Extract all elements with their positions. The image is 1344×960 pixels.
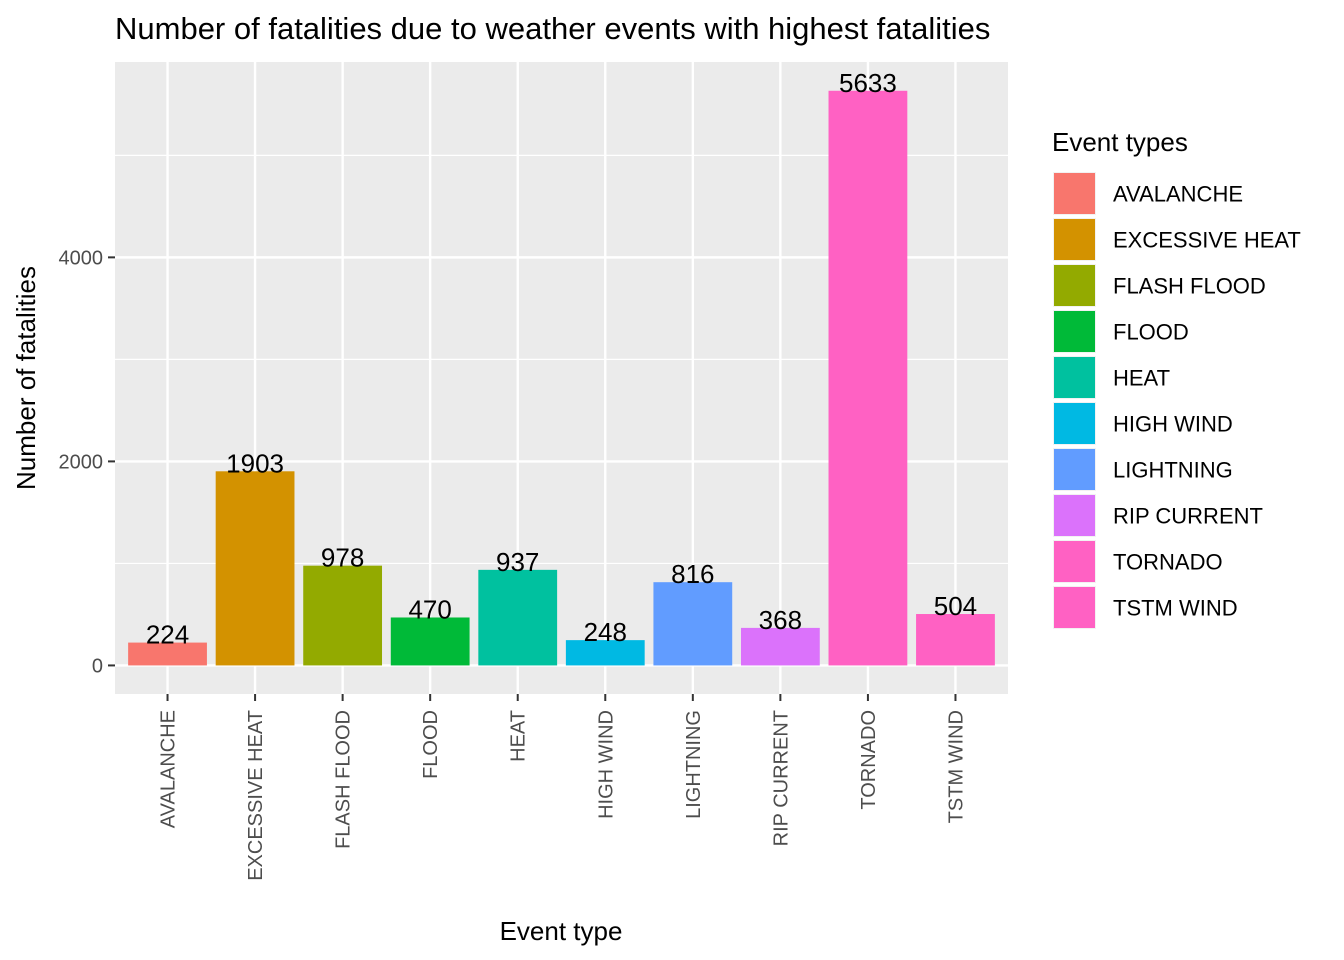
legend-swatch — [1054, 403, 1095, 444]
chart-title: Number of fatalities due to weather even… — [115, 11, 990, 46]
legend-label: LIGHTNING — [1113, 458, 1233, 483]
legend-label: TORNADO — [1113, 550, 1223, 575]
bar — [653, 582, 733, 666]
legend-swatch — [1054, 357, 1095, 398]
x-tick-label: TORNADO — [858, 710, 880, 810]
x-tick-label: FLOOD — [420, 710, 442, 779]
y-axis-title: Number of fatalities — [11, 266, 41, 490]
legend-swatch — [1054, 173, 1095, 214]
legend-swatch — [1054, 311, 1095, 352]
x-axis-title: Event type — [500, 916, 623, 946]
bar — [565, 640, 645, 666]
legend-title: Event types — [1052, 127, 1188, 157]
legend-swatch — [1054, 541, 1095, 582]
data-label: 470 — [408, 594, 451, 624]
legend-swatch — [1054, 219, 1095, 260]
x-tick-label: EXCESSIVE HEAT — [245, 710, 267, 881]
x-tick-label: RIP CURRENT — [770, 710, 792, 846]
bar — [128, 642, 207, 666]
legend-label: HIGH WIND — [1113, 412, 1233, 437]
legend-label: EXCESSIVE HEAT — [1113, 228, 1301, 253]
legend-label: FLOOD — [1113, 320, 1189, 345]
data-label: 937 — [496, 547, 539, 577]
data-label: 504 — [934, 591, 977, 621]
x-tick-label: FLASH FLOOD — [333, 710, 355, 849]
legend-swatch — [1054, 449, 1095, 490]
x-tick-label: HIGH WIND — [595, 710, 617, 819]
legend-label: RIP CURRENT — [1113, 504, 1263, 529]
data-label: 248 — [584, 617, 627, 647]
x-tick-label: AVALANCHE — [158, 710, 180, 828]
x-tick-label: TSTM WIND — [945, 710, 967, 823]
legend-swatch — [1054, 495, 1095, 536]
y-tick-label: 2000 — [59, 451, 104, 473]
bar — [215, 471, 295, 666]
data-label: 978 — [321, 543, 364, 573]
x-tick-label: HEAT — [508, 710, 530, 762]
legend-swatch — [1054, 587, 1095, 628]
bar — [740, 627, 820, 666]
x-tick-label: LIGHTNING — [683, 710, 705, 819]
x-axis: AVALANCHE EXCESSIVE HEAT FLASH FLOOD FLOOD H… — [158, 694, 967, 881]
bar — [390, 617, 470, 666]
legend-label: FLASH FLOOD — [1113, 274, 1266, 299]
y-axis: 0 2000 4000 — [59, 247, 115, 677]
data-label: 368 — [759, 605, 802, 635]
legend-label: TSTM WIND — [1113, 596, 1238, 621]
bar — [303, 565, 383, 666]
y-tick-label: 0 — [92, 655, 103, 677]
bar — [478, 569, 558, 666]
bar — [828, 90, 908, 666]
data-label: 816 — [671, 559, 714, 589]
data-labels: 224 1903 978 470 937 248 816 368 5633 504 — [146, 68, 977, 650]
legend-label: HEAT — [1113, 366, 1170, 391]
data-label: 5633 — [839, 68, 897, 98]
data-label: 224 — [146, 620, 189, 650]
legend: Event types AVALANCHE EXCESSIVE HEAT FLASH… — [1052, 127, 1301, 629]
bar — [916, 614, 995, 666]
data-label: 1903 — [226, 448, 284, 478]
bars — [128, 90, 995, 666]
legend-swatch — [1054, 265, 1095, 306]
y-tick-label: 4000 — [59, 247, 104, 269]
legend-label: AVALANCHE — [1113, 182, 1243, 207]
